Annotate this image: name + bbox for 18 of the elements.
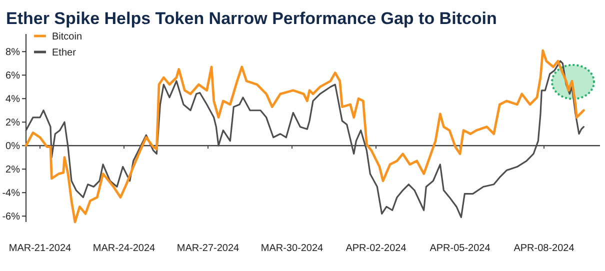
y-tick-label: 0% — [6, 141, 20, 152]
y-tick-label: 2% — [6, 164, 20, 176]
x-tick-label: APR-05-2024 — [430, 243, 491, 254]
y-tick-label: -4% — [2, 188, 20, 200]
x-tick-label: APR-08-2024 — [514, 243, 575, 254]
legend-label: Bitcoin — [52, 32, 82, 42]
y-tick-label: 2% — [6, 118, 20, 129]
legend-label: Ether — [52, 48, 77, 58]
x-tick-label: MAR-24-2024 — [92, 243, 156, 254]
x-tick-label: MAR-27-2024 — [176, 243, 240, 254]
y-tick-label: -6% — [2, 212, 20, 223]
x-tick-label: MAR-30-2024 — [260, 243, 324, 254]
y-tick-label: 6% — [6, 70, 20, 82]
x-tick-label: MAR-21-2024 — [8, 243, 72, 254]
y-tick-label: 8% — [6, 47, 20, 58]
y-tick-label: 4% — [6, 94, 20, 106]
x-tick-label: APR-02-2024 — [346, 243, 407, 254]
chart-title: Ether Spike Helps Token Narrow Performance Gap to Bitcoin — [6, 9, 497, 28]
